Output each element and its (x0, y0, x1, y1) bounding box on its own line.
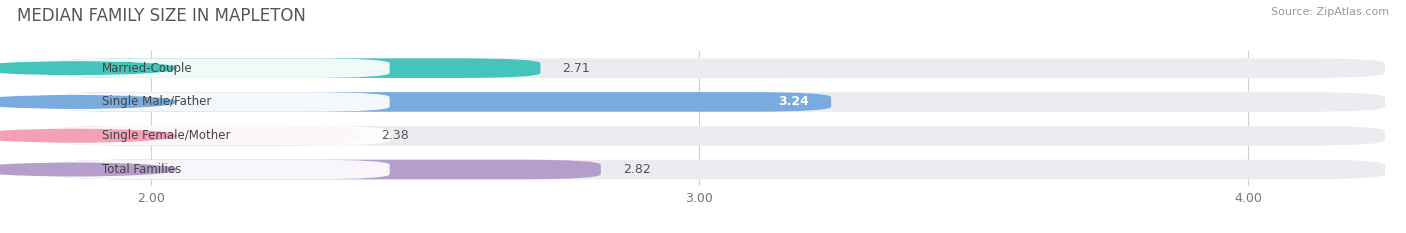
FancyBboxPatch shape (52, 58, 540, 78)
Text: Single Male/Father: Single Male/Father (101, 96, 211, 108)
FancyBboxPatch shape (52, 92, 831, 112)
Text: Single Female/Mother: Single Female/Mother (101, 129, 231, 142)
Circle shape (0, 62, 176, 74)
FancyBboxPatch shape (49, 126, 389, 146)
FancyBboxPatch shape (52, 126, 1385, 146)
Text: Total Families: Total Families (101, 163, 181, 176)
Text: 3.24: 3.24 (779, 96, 810, 108)
Circle shape (0, 163, 176, 176)
Text: MEDIAN FAMILY SIZE IN MAPLETON: MEDIAN FAMILY SIZE IN MAPLETON (17, 7, 305, 25)
FancyBboxPatch shape (49, 92, 389, 112)
Text: Married-Couple: Married-Couple (101, 62, 193, 75)
Circle shape (0, 130, 176, 142)
FancyBboxPatch shape (52, 126, 360, 146)
Text: 2.71: 2.71 (562, 62, 591, 75)
FancyBboxPatch shape (52, 160, 1385, 179)
FancyBboxPatch shape (52, 160, 600, 179)
Text: Source: ZipAtlas.com: Source: ZipAtlas.com (1271, 7, 1389, 17)
Circle shape (0, 96, 176, 108)
FancyBboxPatch shape (52, 92, 1385, 112)
FancyBboxPatch shape (49, 58, 389, 78)
Text: 2.82: 2.82 (623, 163, 651, 176)
FancyBboxPatch shape (49, 160, 389, 179)
Text: 2.38: 2.38 (381, 129, 409, 142)
FancyBboxPatch shape (52, 58, 1385, 78)
